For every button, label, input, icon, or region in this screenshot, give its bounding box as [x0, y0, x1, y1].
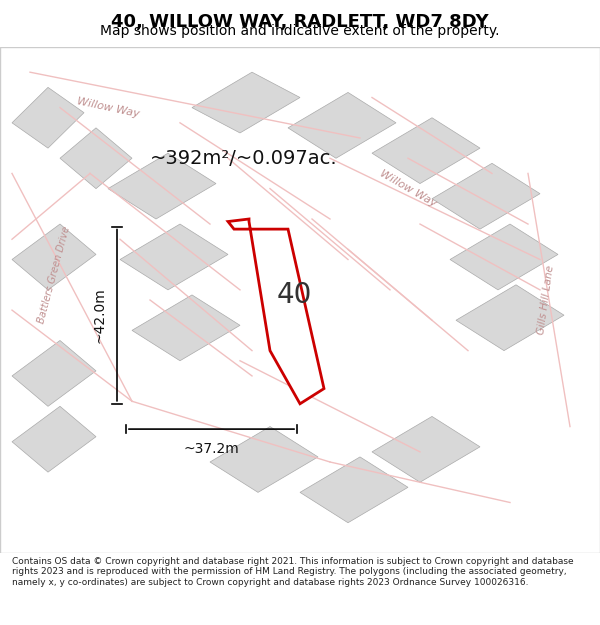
Text: ~392m²/~0.097ac.: ~392m²/~0.097ac. [150, 149, 338, 168]
Text: 40: 40 [277, 281, 311, 309]
Text: Willow Way: Willow Way [76, 96, 140, 119]
Polygon shape [132, 295, 240, 361]
Polygon shape [210, 426, 318, 493]
Polygon shape [288, 92, 396, 158]
Polygon shape [108, 153, 216, 219]
Polygon shape [432, 163, 540, 229]
Polygon shape [450, 224, 558, 290]
Polygon shape [228, 219, 324, 404]
Polygon shape [12, 406, 96, 472]
Text: Willow Way: Willow Way [378, 168, 438, 209]
Polygon shape [300, 457, 408, 522]
Polygon shape [12, 88, 84, 148]
Text: ~42.0m: ~42.0m [92, 288, 106, 343]
Polygon shape [372, 118, 480, 184]
Polygon shape [120, 224, 228, 290]
Text: 40, WILLOW WAY, RADLETT, WD7 8DY: 40, WILLOW WAY, RADLETT, WD7 8DY [111, 13, 489, 31]
Text: ~37.2m: ~37.2m [184, 442, 239, 456]
Text: Gills Hill Lane: Gills Hill Lane [536, 264, 556, 336]
Polygon shape [12, 341, 96, 406]
Polygon shape [192, 72, 300, 133]
Polygon shape [12, 224, 96, 290]
Polygon shape [372, 416, 480, 482]
Polygon shape [456, 285, 564, 351]
Text: Map shows position and indicative extent of the property.: Map shows position and indicative extent… [100, 24, 500, 39]
Text: Contains OS data © Crown copyright and database right 2021. This information is : Contains OS data © Crown copyright and d… [12, 557, 574, 586]
Text: Battlers Green Drive: Battlers Green Drive [36, 225, 72, 324]
Polygon shape [60, 128, 132, 189]
